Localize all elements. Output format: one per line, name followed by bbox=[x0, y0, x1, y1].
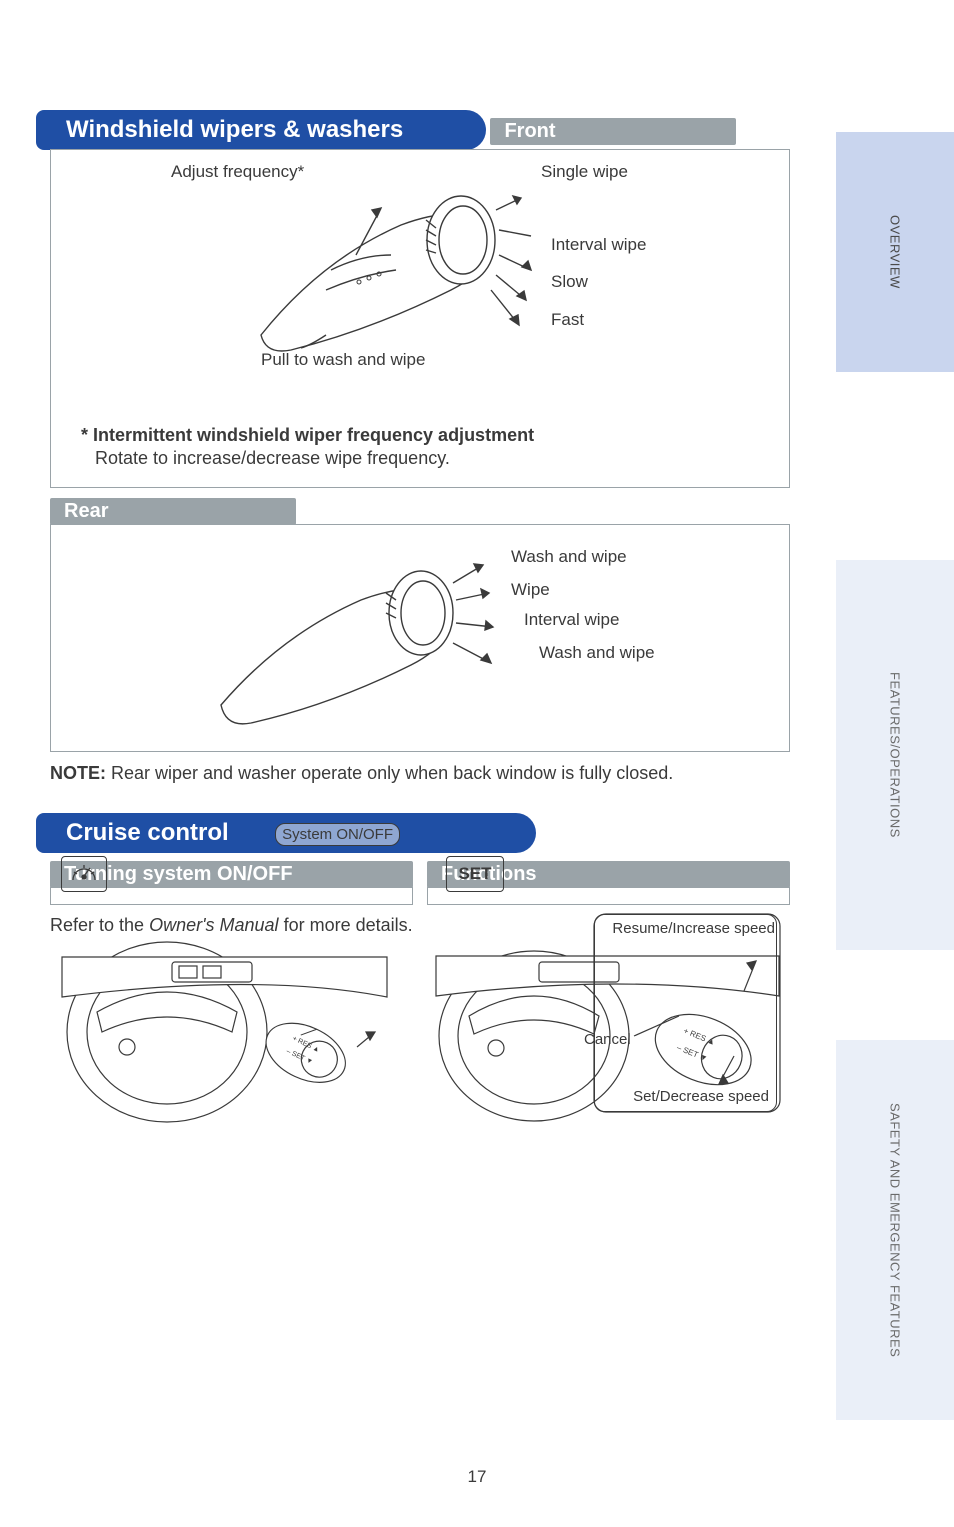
front-footnote: * Intermittent windshield wiper frequenc… bbox=[81, 424, 759, 471]
footnote-bold: * Intermittent windshield wiper frequenc… bbox=[81, 425, 534, 445]
cruise-left-box: + RES ▲ – SET ▼ System ON/OFF bbox=[50, 887, 413, 905]
side-tab-safety-label: SAFETY AND EMERGENCY FEATURES bbox=[888, 1103, 903, 1357]
label-cancel: Cancel bbox=[584, 1031, 631, 1048]
subheader-rear: Rear bbox=[50, 498, 296, 525]
steering-wheel-left-icon: + RES ▲ – SET ▼ bbox=[57, 902, 397, 1132]
side-tab-safety: SAFETY AND EMERGENCY FEATURES bbox=[836, 1040, 954, 1420]
set-indicator-box: SET bbox=[446, 856, 504, 892]
label-slow: Slow bbox=[551, 272, 588, 292]
label-rear-wash-bottom: Wash and wipe bbox=[539, 643, 655, 663]
footnote-rest: Rotate to increase/decrease wipe frequen… bbox=[81, 447, 450, 470]
functions-callout-frame bbox=[594, 914, 777, 1112]
label-fast: Fast bbox=[551, 310, 584, 330]
label-pull-wash: Pull to wash and wipe bbox=[261, 350, 425, 370]
note-rest: Rear wiper and washer operate only when … bbox=[106, 763, 673, 783]
cruise-columns: Turning system ON/OFF bbox=[50, 857, 790, 905]
label-resume: Resume/Increase speed bbox=[612, 920, 775, 937]
front-wiper-box: Adjust frequency* Single wipe Interval w… bbox=[50, 149, 790, 488]
page-content: Windshield wipers & washers Front bbox=[50, 110, 790, 936]
side-tab-features: FEATURES/OPERATIONS bbox=[836, 560, 954, 950]
wiper-note: NOTE: Rear wiper and washer operate only… bbox=[50, 762, 790, 785]
cruise-right-col: Functions bbox=[427, 857, 790, 905]
front-wiper-diagram: Adjust frequency* Single wipe Interval w… bbox=[71, 160, 769, 390]
side-tab-features-label: FEATURES/OPERATIONS bbox=[888, 672, 903, 838]
label-interval-wipe: Interval wipe bbox=[551, 235, 646, 255]
cruise-left-col: Turning system ON/OFF bbox=[50, 857, 413, 905]
rear-wiper-box: Wash and wipe Wipe Interval wipe Wash an… bbox=[50, 524, 790, 752]
side-tab-overview-label: OVERVIEW bbox=[888, 215, 903, 289]
label-set-decrease: Set/Decrease speed bbox=[633, 1088, 769, 1105]
section-header-wipers: Windshield wipers & washers bbox=[46, 110, 486, 150]
label-rear-wash-top: Wash and wipe bbox=[511, 547, 627, 567]
subheader-front: Front bbox=[490, 118, 736, 145]
label-rear-wipe: Wipe bbox=[511, 580, 550, 600]
label-adjust-freq: Adjust frequency* bbox=[171, 162, 304, 182]
callout-system-onoff: System ON/OFF bbox=[275, 823, 400, 846]
label-single-wipe: Single wipe bbox=[541, 162, 628, 182]
label-rear-interval: Interval wipe bbox=[524, 610, 619, 630]
cruise-indicator-icon bbox=[61, 856, 107, 892]
front-stalk-icon bbox=[231, 170, 551, 360]
side-tabs: OVERVIEW FEATURES/OPERATIONS SAFETY AND … bbox=[836, 0, 954, 1527]
rear-stalk-icon bbox=[201, 545, 501, 725]
page-number: 17 bbox=[0, 1467, 954, 1487]
note-bold: NOTE: bbox=[50, 763, 106, 783]
side-tab-overview: OVERVIEW bbox=[836, 132, 954, 372]
rear-wiper-diagram: Wash and wipe Wipe Interval wipe Wash an… bbox=[71, 535, 769, 735]
cruise-right-box: + RES ▲ – SET ▼ bbox=[427, 887, 790, 905]
